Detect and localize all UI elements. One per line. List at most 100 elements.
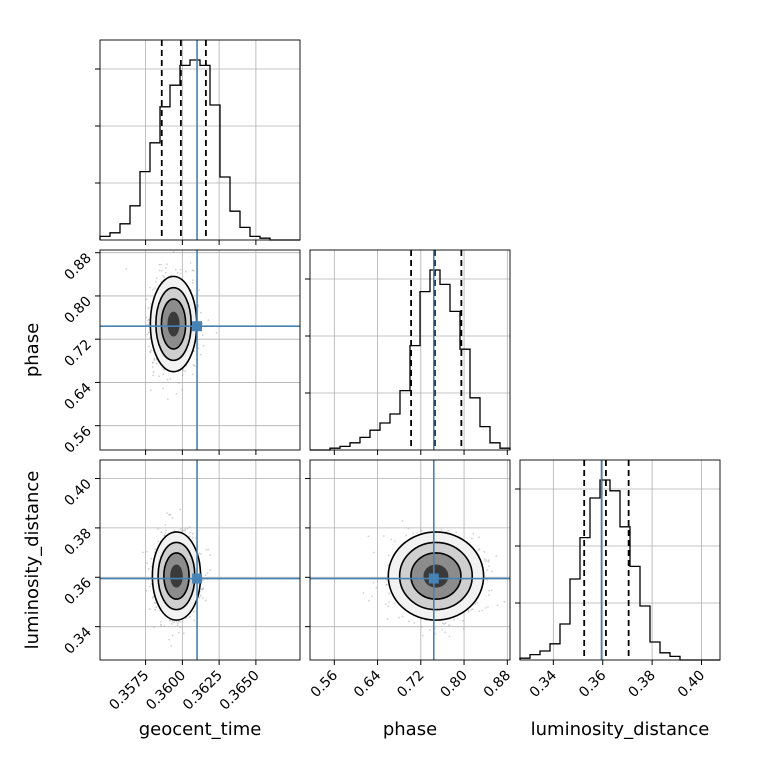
scatter-point	[387, 564, 390, 567]
scatter-point	[385, 583, 388, 586]
scatter-point	[200, 311, 202, 314]
scatter-point	[199, 594, 202, 597]
scatter-point	[152, 374, 155, 377]
scatter-point	[372, 551, 375, 554]
scatter-point	[162, 373, 165, 376]
scatter-point	[181, 529, 183, 532]
scatter-point	[171, 620, 174, 623]
scatter-point	[150, 583, 153, 585]
scatter-point	[125, 268, 128, 270]
frame-pair-geocent-time-vs-phase	[99, 249, 301, 451]
scatter-point	[434, 632, 437, 635]
scatter-point	[481, 609, 483, 612]
scatter-point	[147, 318, 150, 321]
scatter-point	[470, 608, 473, 611]
scatter-point	[407, 527, 410, 530]
scatter-point	[197, 304, 200, 306]
scatter-point	[382, 535, 385, 537]
frame-pair-geocent-time-vs-luminosity-distance	[99, 459, 301, 661]
scatter-point	[179, 508, 182, 511]
scatter-point	[166, 263, 169, 266]
xlabel-luminosity-distance: luminosity_distance	[531, 719, 710, 740]
scatter-point	[206, 572, 209, 575]
xtick-label-geocent-time-3: 0.3650	[217, 668, 263, 714]
scatter-point	[155, 362, 158, 365]
scatter-point	[159, 621, 162, 623]
scatter-point	[174, 268, 177, 271]
scatter-point	[147, 331, 150, 334]
scatter-point	[207, 319, 210, 321]
scatter-point	[477, 549, 480, 552]
ytick-label-phase-1: 0.64	[61, 380, 94, 413]
contour-pair-phase-vs-luminosity-distance-0	[387, 531, 485, 621]
scatter-point	[169, 377, 172, 380]
scatter-point	[209, 554, 212, 556]
scatter-point	[486, 579, 489, 581]
scatter-point	[158, 375, 161, 378]
scatter-point	[204, 599, 207, 602]
scatter-point	[179, 268, 182, 271]
scatter-point	[171, 517, 174, 519]
scatter-point	[198, 596, 201, 599]
xtick-label-phase-3: 0.80	[438, 668, 471, 701]
scatter-point	[478, 536, 480, 539]
scatter-point	[401, 615, 404, 618]
scatter-point	[188, 526, 191, 528]
truth-marker-pair-phase-vs-luminosity-distance	[428, 573, 439, 584]
xtick-label-phase-1: 0.64	[351, 667, 384, 700]
scatter-point	[192, 279, 194, 282]
scatter-point	[165, 529, 167, 532]
ytick-label-phase-4: 0.88	[61, 250, 94, 283]
ytick-label-phase-0: 0.56	[61, 423, 94, 456]
scatter-point	[149, 351, 152, 354]
scatter-point	[158, 269, 161, 272]
panel-hist-luminosity-distance	[515, 460, 720, 660]
frame-hist-geocent-time	[99, 39, 301, 241]
scatter-point	[191, 536, 194, 539]
scatter-point	[487, 606, 489, 608]
scatter-point	[147, 319, 149, 322]
scatter-point	[462, 619, 464, 622]
scatter-point	[204, 574, 207, 576]
scatter-point	[388, 601, 390, 603]
scatter-point	[486, 569, 489, 572]
scatter-point	[478, 610, 480, 613]
scatter-point	[168, 619, 171, 622]
scatter-point	[447, 529, 450, 532]
scatter-point	[154, 608, 157, 611]
scatter-point	[215, 331, 218, 334]
scatter-point	[394, 540, 396, 543]
scatter-point	[472, 532, 475, 535]
scatter-point	[488, 589, 490, 592]
scatter-point	[166, 378, 169, 381]
scatter-point	[155, 277, 158, 280]
scatter-point	[169, 513, 172, 516]
scatter-point	[484, 560, 486, 563]
scatter-point	[483, 550, 486, 553]
hist-line-luminosity-distance	[519, 479, 720, 661]
xtick-label-luminosity-distance-1: 0.36	[576, 667, 609, 700]
scatter-point	[157, 528, 159, 530]
scatter-point	[154, 548, 157, 551]
scatter-point	[474, 603, 477, 606]
scatter-point	[191, 269, 194, 272]
scatter-point	[488, 559, 490, 562]
scatter-point	[147, 323, 150, 326]
scatter-point	[448, 635, 451, 638]
ytick-label-phase-3: 0.80	[61, 293, 94, 326]
contour-pair-phase-vs-luminosity-distance-1	[398, 541, 474, 611]
xtick-label-geocent-time-0: 0.3575	[106, 668, 152, 714]
scatter-point	[362, 592, 365, 594]
scatter-point	[176, 271, 179, 274]
scatter-point	[193, 365, 196, 367]
scatter-point	[153, 359, 156, 362]
contour-pair-geocent-time-vs-luminosity-distance-2	[163, 552, 190, 600]
scatter-point	[146, 550, 148, 553]
scatter-point	[189, 615, 191, 618]
scatter-point	[476, 601, 478, 604]
scatter-point	[478, 547, 481, 550]
scatter-point	[175, 393, 178, 395]
scatter-point	[182, 369, 184, 372]
scatter-point	[160, 531, 163, 533]
